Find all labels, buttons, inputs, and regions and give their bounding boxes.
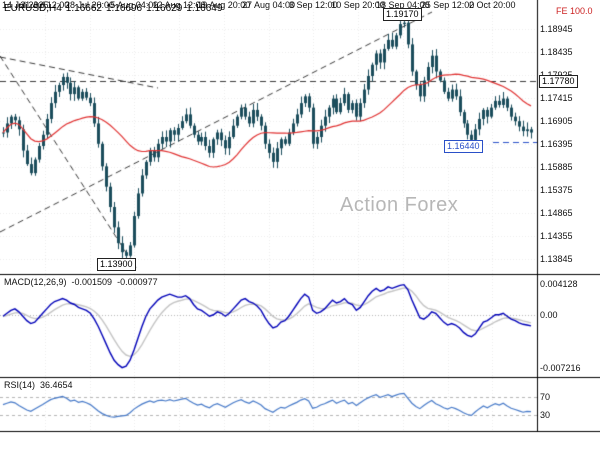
time-axis-label: 5 Aug 04:00 <box>110 0 159 10</box>
rsi-axis-label: 70 <box>540 391 551 402</box>
price-annotation-low: 1.13900 <box>97 258 136 271</box>
macd-indicator-label: MACD(12,26,9) -0.001509 -0.000977 <box>4 277 163 287</box>
price-axis-label: 1.17415 <box>540 92 573 103</box>
price-axis-label: 1.14355 <box>540 231 573 242</box>
price-axis-label: 1.15375 <box>540 185 573 196</box>
price-annotation-peak: 1.19170 <box>383 8 422 21</box>
rsi-indicator-label: RSI(14) 36.4654 <box>4 380 78 390</box>
time-axis-label: 3 Sep 12:00 <box>288 0 338 10</box>
close-value: 1.16649 <box>186 3 223 14</box>
high-value: 1.16696 <box>105 3 143 14</box>
price-annotation-resistance: 1.17780 <box>539 75 578 88</box>
price-annotation-support: 1.16440 <box>444 140 483 153</box>
macd-signal-value: -0.000977 <box>117 277 158 287</box>
time-axis-label: 12 Aug 12:00 <box>152 0 206 10</box>
time-axis-label: 18 Sep 04:00 <box>375 0 430 10</box>
rsi-axis-label: 30 <box>540 409 551 420</box>
macd-axis-label: -0.007216 <box>540 362 581 373</box>
price-axis-label: 1.18945 <box>540 23 573 34</box>
watermark: Action Forex <box>340 194 459 216</box>
macd-main-value: -0.001509 <box>71 277 113 287</box>
time-axis-label: 19 Aug 20:00 <box>197 0 251 10</box>
time-axis-label: 21 Jul 12:00 <box>20 0 70 10</box>
price-axis-label: 1.16395 <box>540 139 573 149</box>
time-axis-label: 2 Oct 20:00 <box>468 0 516 10</box>
open-value: 1.16662 <box>65 3 102 14</box>
price-axis-label: 1.17925 <box>540 70 573 80</box>
price-axis-label: 1.16905 <box>540 115 573 126</box>
fib-extension-label: FE 100.0 <box>556 6 593 16</box>
low-value: 1.16629 <box>146 3 183 14</box>
time-axis-label: 27 Aug 04:00 <box>241 0 296 10</box>
macd-axis-label: 0.004128 <box>540 279 578 290</box>
symbol-timeframe-label: EURUSD,H4 <box>4 3 62 14</box>
time-axis-label: 14 Jul 2025 <box>2 0 49 10</box>
price-axis-label: 1.15885 <box>540 162 573 173</box>
ohlc-header: EURUSD,H4 1.16662 1.16696 1.16629 1.16649 <box>4 3 226 14</box>
macd-axis-label: 0.00 <box>540 309 558 320</box>
price-axis-label: 1.18435 <box>540 46 573 57</box>
rsi-name: RSI(14) <box>4 380 36 390</box>
time-axis-label: 10 Sep 20:00 <box>331 0 385 10</box>
time-axis-label: 28 Jul 20:00 <box>64 0 115 10</box>
rsi-value: 36.4654 <box>40 380 73 390</box>
price-axis-label: 1.13845 <box>540 254 573 265</box>
macd-name: MACD(12,26,9) <box>4 277 67 287</box>
price-axis-label: 1.14865 <box>540 208 573 219</box>
time-axis-label: 25 Sep 12:00 <box>420 0 475 10</box>
